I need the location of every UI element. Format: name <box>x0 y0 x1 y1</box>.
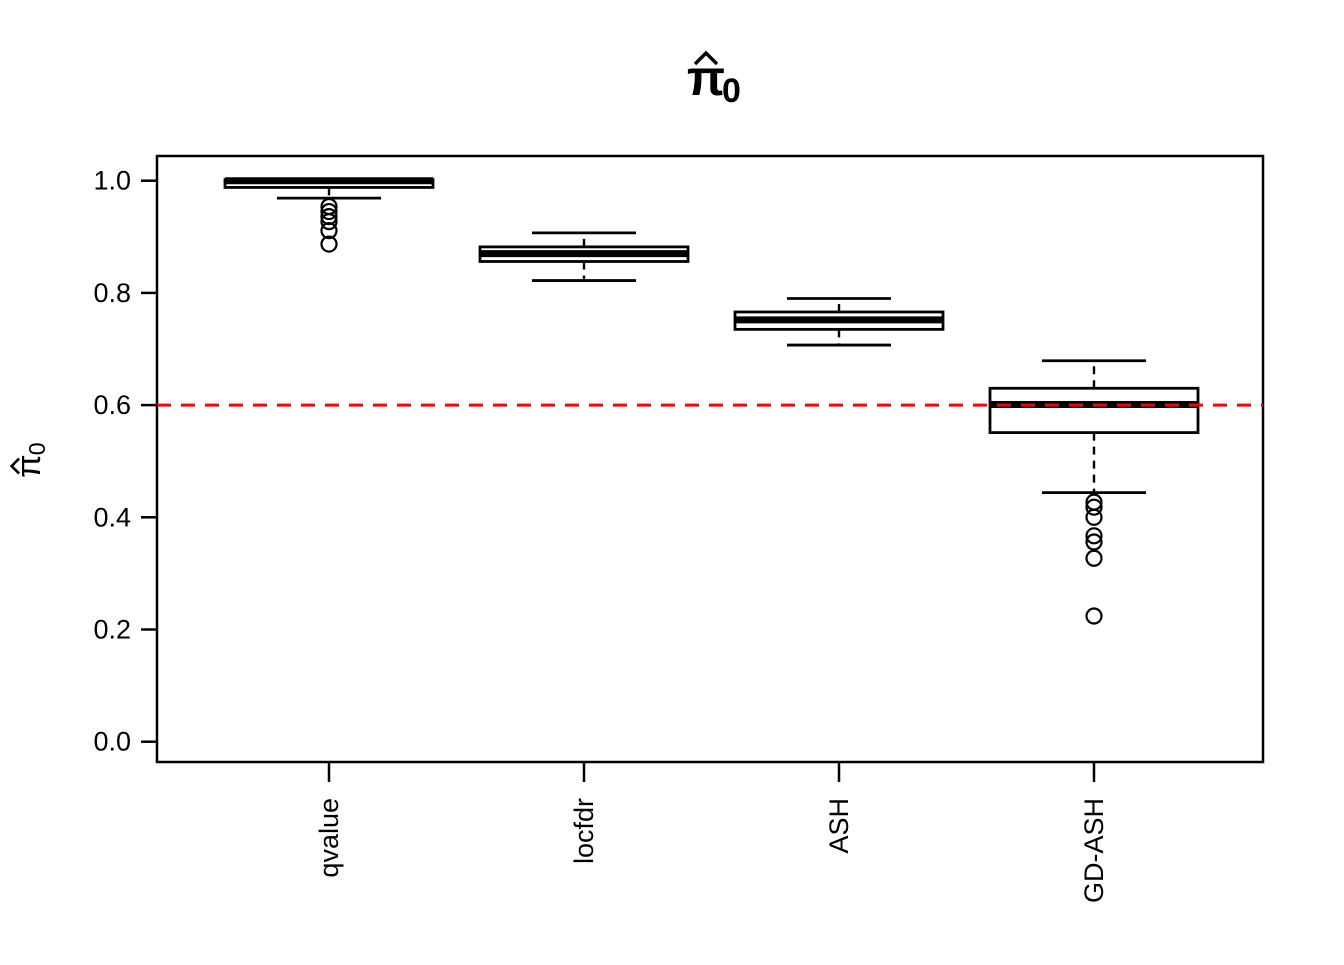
x-tick-label: ASH <box>824 798 854 854</box>
outlier-point <box>1085 533 1103 551</box>
y-tick-label: 0.8 <box>93 278 131 308</box>
outlier-point <box>320 202 338 221</box>
hat-accent <box>693 50 719 66</box>
y-tick-label: 0.4 <box>93 502 131 532</box>
x-tick-label-group: locfdr <box>569 798 599 864</box>
hat-accent <box>9 457 21 475</box>
boxplot-ASH <box>733 297 945 347</box>
x-tick-label-group: ASH <box>824 798 854 854</box>
y-axis-label: π0 <box>9 442 50 478</box>
plot-border <box>155 154 1265 764</box>
outlier-point <box>1085 498 1103 516</box>
x-tick-label-group: GD-ASH <box>1079 798 1109 903</box>
x-tick-label: locfdr <box>569 798 599 864</box>
pi-glyph: π <box>10 454 48 477</box>
outlier-point <box>320 222 338 240</box>
outlier-point <box>1085 527 1103 545</box>
x-tick-label-group: qvalue <box>314 798 344 878</box>
outlier-point <box>320 235 338 253</box>
subscript-zero: 0 <box>722 72 741 110</box>
plot-title: π0 <box>687 50 741 110</box>
y-tick-label: 0.2 <box>93 615 131 645</box>
y-tick-label: 1.0 <box>93 166 131 196</box>
outlier-point <box>1085 607 1103 625</box>
subscript-zero: 0 <box>24 442 50 455</box>
outlier-point <box>1085 549 1103 567</box>
outlier-point <box>320 213 338 231</box>
x-tick-label: GD-ASH <box>1079 798 1109 903</box>
y-tick-label: 0.6 <box>93 390 131 420</box>
y-tick-label: 0.0 <box>93 727 131 757</box>
boxplot-qvalue <box>223 177 435 253</box>
pi-glyph: π <box>687 50 725 106</box>
outlier-point <box>1085 508 1103 526</box>
x-tick-label: qvalue <box>314 798 344 878</box>
iqr-box <box>988 386 1200 434</box>
boxplot-locfdr <box>478 231 690 282</box>
